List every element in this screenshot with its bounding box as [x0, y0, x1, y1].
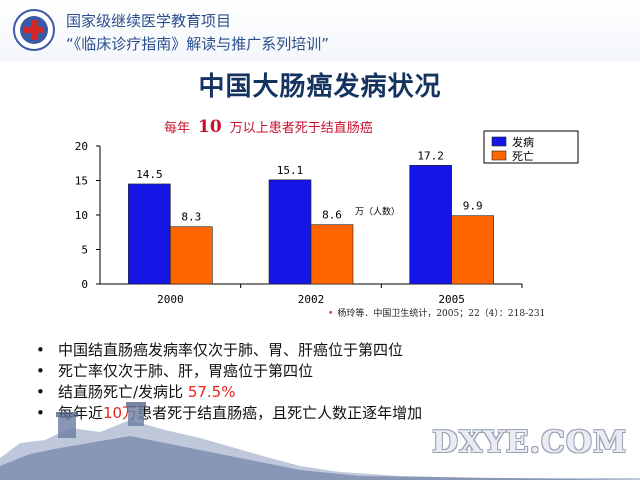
source-text: 杨玲等．中国卫生统计，2005；22（4）：218-231 [337, 309, 546, 319]
bullet-3-text: 结直肠死亡/发病比 [58, 383, 188, 401]
y-tick-label-0: 0 [81, 278, 88, 291]
header-line2: “《临床诊疗指南》解读与推广系列培训” [66, 35, 330, 53]
legend-label-发病: 发病 [512, 135, 534, 149]
great-wall-decoration [0, 402, 640, 480]
bar-发病-2000 [128, 183, 171, 285]
source-bullet: • [328, 309, 334, 319]
value-label-死亡-2000: 8.3 [181, 211, 201, 224]
bullet-item-2: 死亡率仅次于肺、肝，胃癌位于第四位 [36, 361, 422, 382]
x-tick-label-0: 2000 [157, 293, 184, 306]
chart-subtitle: 每年 10 万以上患者死于结直肠癌 [164, 117, 373, 137]
value-label-发病-2000: 14.5 [136, 168, 163, 181]
legend-label-死亡: 死亡 [512, 149, 534, 163]
source-citation: • 杨玲等．中国卫生统计，2005；22（4）：218-231 [328, 306, 545, 319]
y-tick-label-2: 10 [75, 209, 88, 222]
bar-死亡-2002 [310, 224, 354, 285]
bullet-2-text: 死亡率仅次于肺、肝，胃癌位于第四位 [58, 362, 314, 380]
subtitle-number: 10 [198, 117, 222, 137]
value-label-死亡-2002: 8.6 [322, 209, 342, 222]
slide-title: 中国大肠癌发病状况 [198, 72, 442, 102]
bar-chart: 0 5 10 15 20 14.5 8.3 2000 15.1 8.6 2002 17.2 9.9 200… [75, 130, 579, 306]
bar-发病-2005 [409, 165, 452, 285]
y-tick-label-1: 5 [81, 244, 88, 257]
bullet-item-1: 中国结直肠癌发病率仅次于肺、胃、肝癌位于第四位 [36, 340, 422, 361]
value-label-死亡-2005: 9.9 [463, 200, 483, 213]
y-tick-label-3: 15 [75, 175, 88, 188]
y-tick-label-4: 20 [75, 140, 88, 153]
bar-死亡-2000 [170, 226, 213, 285]
legend-swatch-死亡 [491, 150, 507, 161]
bullet-item-3: 结直肠死亡/发病比 57.5% [36, 382, 422, 403]
watermark: DXYE.COM [432, 425, 628, 460]
unit-annotation: 万（人数） [355, 206, 400, 218]
header-line1: 国家级继续医学教育项目 [66, 12, 232, 30]
header-band [0, 0, 640, 62]
bullet-4-after: 患者死于结直肠癌，且死亡人数正逐年增加 [137, 404, 423, 422]
bullet-1-text: 中国结直肠癌发病率仅次于肺、胃、肝癌位于第四位 [58, 341, 404, 359]
value-label-发病-2005: 17.2 [417, 149, 444, 162]
bar-死亡-2005 [451, 215, 494, 285]
x-tick-label-1: 2002 [298, 293, 325, 306]
subtitle-prefix: 每年 [164, 121, 191, 136]
bullet-3-highlight: 57.5% [187, 383, 236, 401]
value-label-发病-2002: 15.1 [277, 164, 304, 177]
emblem-logo [13, 9, 55, 51]
bar-发病-2002 [268, 179, 312, 285]
x-tick-label-2: 2005 [438, 293, 465, 306]
bullet-list: 中国结直肠癌发病率仅次于肺、胃、肝癌位于第四位 死亡率仅次于肺、肝，胃癌位于第四… [36, 340, 423, 424]
legend-swatch-发病 [491, 136, 507, 147]
subtitle-suffix: 万以上患者死于结直肠癌 [229, 121, 373, 136]
